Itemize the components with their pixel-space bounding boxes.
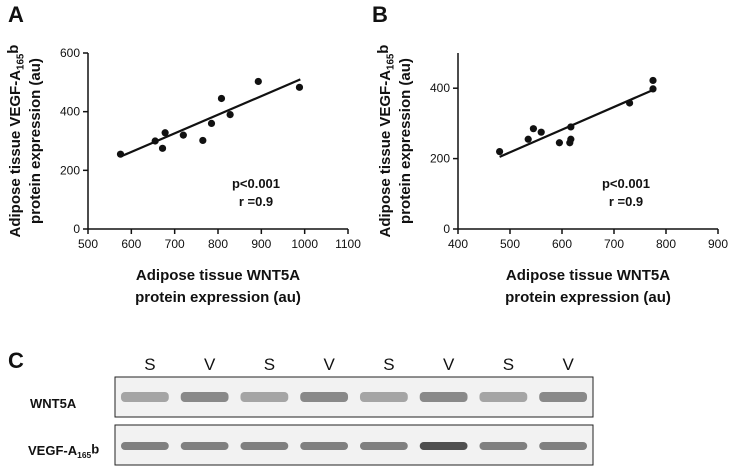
x-tick-label: 600 bbox=[552, 237, 572, 251]
x-axis-label: Adipose tissue WNT5A bbox=[136, 267, 300, 284]
blot-band bbox=[180, 392, 229, 402]
point bbox=[158, 144, 167, 152]
x-axis-label: protein expression (au) bbox=[505, 289, 671, 306]
point bbox=[226, 111, 234, 119]
annotation: r =0.9 bbox=[609, 194, 643, 209]
point bbox=[217, 94, 226, 103]
x-tick-label: 600 bbox=[121, 237, 141, 251]
y-axis-label-line: protein expression (au) bbox=[27, 58, 44, 224]
blot-band bbox=[300, 442, 349, 450]
lane-label: V bbox=[562, 355, 574, 374]
lane-label: S bbox=[264, 355, 275, 374]
lane-label: V bbox=[323, 355, 335, 374]
point bbox=[161, 129, 169, 137]
y-tick-label: 200 bbox=[430, 152, 450, 166]
y-tick-label: 400 bbox=[60, 105, 80, 119]
x-tick-label: 900 bbox=[251, 237, 271, 251]
y-axis-label-line: Adipose tissue VEGF-A165b bbox=[375, 45, 396, 238]
row-label-sub: 165 bbox=[77, 450, 91, 460]
x-tick-label: 400 bbox=[448, 237, 468, 251]
row-label: VEGF-A165b bbox=[28, 441, 99, 460]
point bbox=[649, 76, 657, 85]
blot-band bbox=[300, 392, 349, 402]
y-tick-label: 600 bbox=[60, 46, 80, 60]
y-axis-label-line: Adipose tissue VEGF-A165b bbox=[5, 45, 26, 238]
point bbox=[254, 77, 262, 86]
point bbox=[116, 150, 125, 158]
blot-band bbox=[120, 442, 169, 450]
blot-band bbox=[120, 392, 169, 402]
row-label-part: b bbox=[91, 441, 99, 456]
blot-band bbox=[180, 442, 229, 450]
y-tick-label: 0 bbox=[73, 222, 80, 236]
lane-label: V bbox=[204, 355, 216, 374]
point bbox=[496, 147, 504, 156]
y-tick-label: 400 bbox=[430, 81, 450, 95]
lane-label: S bbox=[503, 355, 514, 374]
panel-label: C bbox=[8, 348, 24, 373]
panel-label: B bbox=[372, 2, 388, 27]
x-tick-label: 500 bbox=[78, 237, 98, 251]
blot-band bbox=[539, 442, 588, 450]
annotation: p<0.001 bbox=[232, 176, 280, 191]
blot-band bbox=[419, 392, 468, 402]
x-axis-label: Adipose tissue WNT5A bbox=[506, 267, 670, 284]
blot-band bbox=[359, 442, 408, 450]
point bbox=[295, 83, 304, 91]
x-tick-label: 700 bbox=[165, 237, 185, 251]
trend-line bbox=[499, 88, 654, 158]
y-axis-label-line-sub: 165 bbox=[15, 53, 26, 70]
y-axis-label-line-part: b bbox=[375, 45, 392, 54]
panel-label: A bbox=[8, 2, 24, 27]
blot-band bbox=[419, 442, 468, 450]
blot-band bbox=[479, 392, 528, 402]
lane-label: S bbox=[383, 355, 394, 374]
point bbox=[555, 139, 564, 147]
annotation: r =0.9 bbox=[239, 194, 273, 209]
blot-band bbox=[479, 442, 528, 450]
x-tick-label: 1000 bbox=[291, 237, 318, 251]
x-tick-label: 800 bbox=[656, 237, 676, 251]
point bbox=[567, 135, 575, 143]
point bbox=[529, 125, 538, 133]
point bbox=[199, 136, 207, 145]
blot-band bbox=[359, 392, 408, 402]
blot-band bbox=[240, 442, 289, 450]
point bbox=[524, 135, 532, 143]
y-axis-label-line-part: Adipose tissue VEGF-A bbox=[7, 70, 24, 238]
point bbox=[207, 119, 216, 127]
x-tick-label: 900 bbox=[708, 237, 728, 251]
point bbox=[537, 128, 545, 136]
y-axis-label-line-part: b bbox=[5, 45, 22, 54]
x-tick-label: 1100 bbox=[335, 237, 361, 251]
blot-band bbox=[240, 392, 289, 402]
y-axis-label-line-part: Adipose tissue VEGF-A bbox=[377, 70, 394, 238]
x-axis-label: protein expression (au) bbox=[135, 289, 301, 306]
x-tick-label: 500 bbox=[500, 237, 520, 251]
x-tick-label: 800 bbox=[208, 237, 228, 251]
y-tick-label: 200 bbox=[60, 163, 80, 177]
lane-label: V bbox=[443, 355, 455, 374]
row-label: WNT5A bbox=[30, 396, 77, 411]
trend-line bbox=[122, 78, 301, 157]
row-label-part: VEGF-A bbox=[28, 443, 78, 458]
annotation: p<0.001 bbox=[602, 176, 650, 191]
point bbox=[179, 131, 187, 139]
y-axis-label-line: protein expression (au) bbox=[397, 58, 414, 224]
blot-band bbox=[539, 392, 588, 402]
x-tick-label: 700 bbox=[604, 237, 624, 251]
lane-label: S bbox=[144, 355, 155, 374]
y-tick-label: 0 bbox=[443, 222, 450, 236]
y-axis-label-line-sub: 165 bbox=[385, 53, 396, 70]
